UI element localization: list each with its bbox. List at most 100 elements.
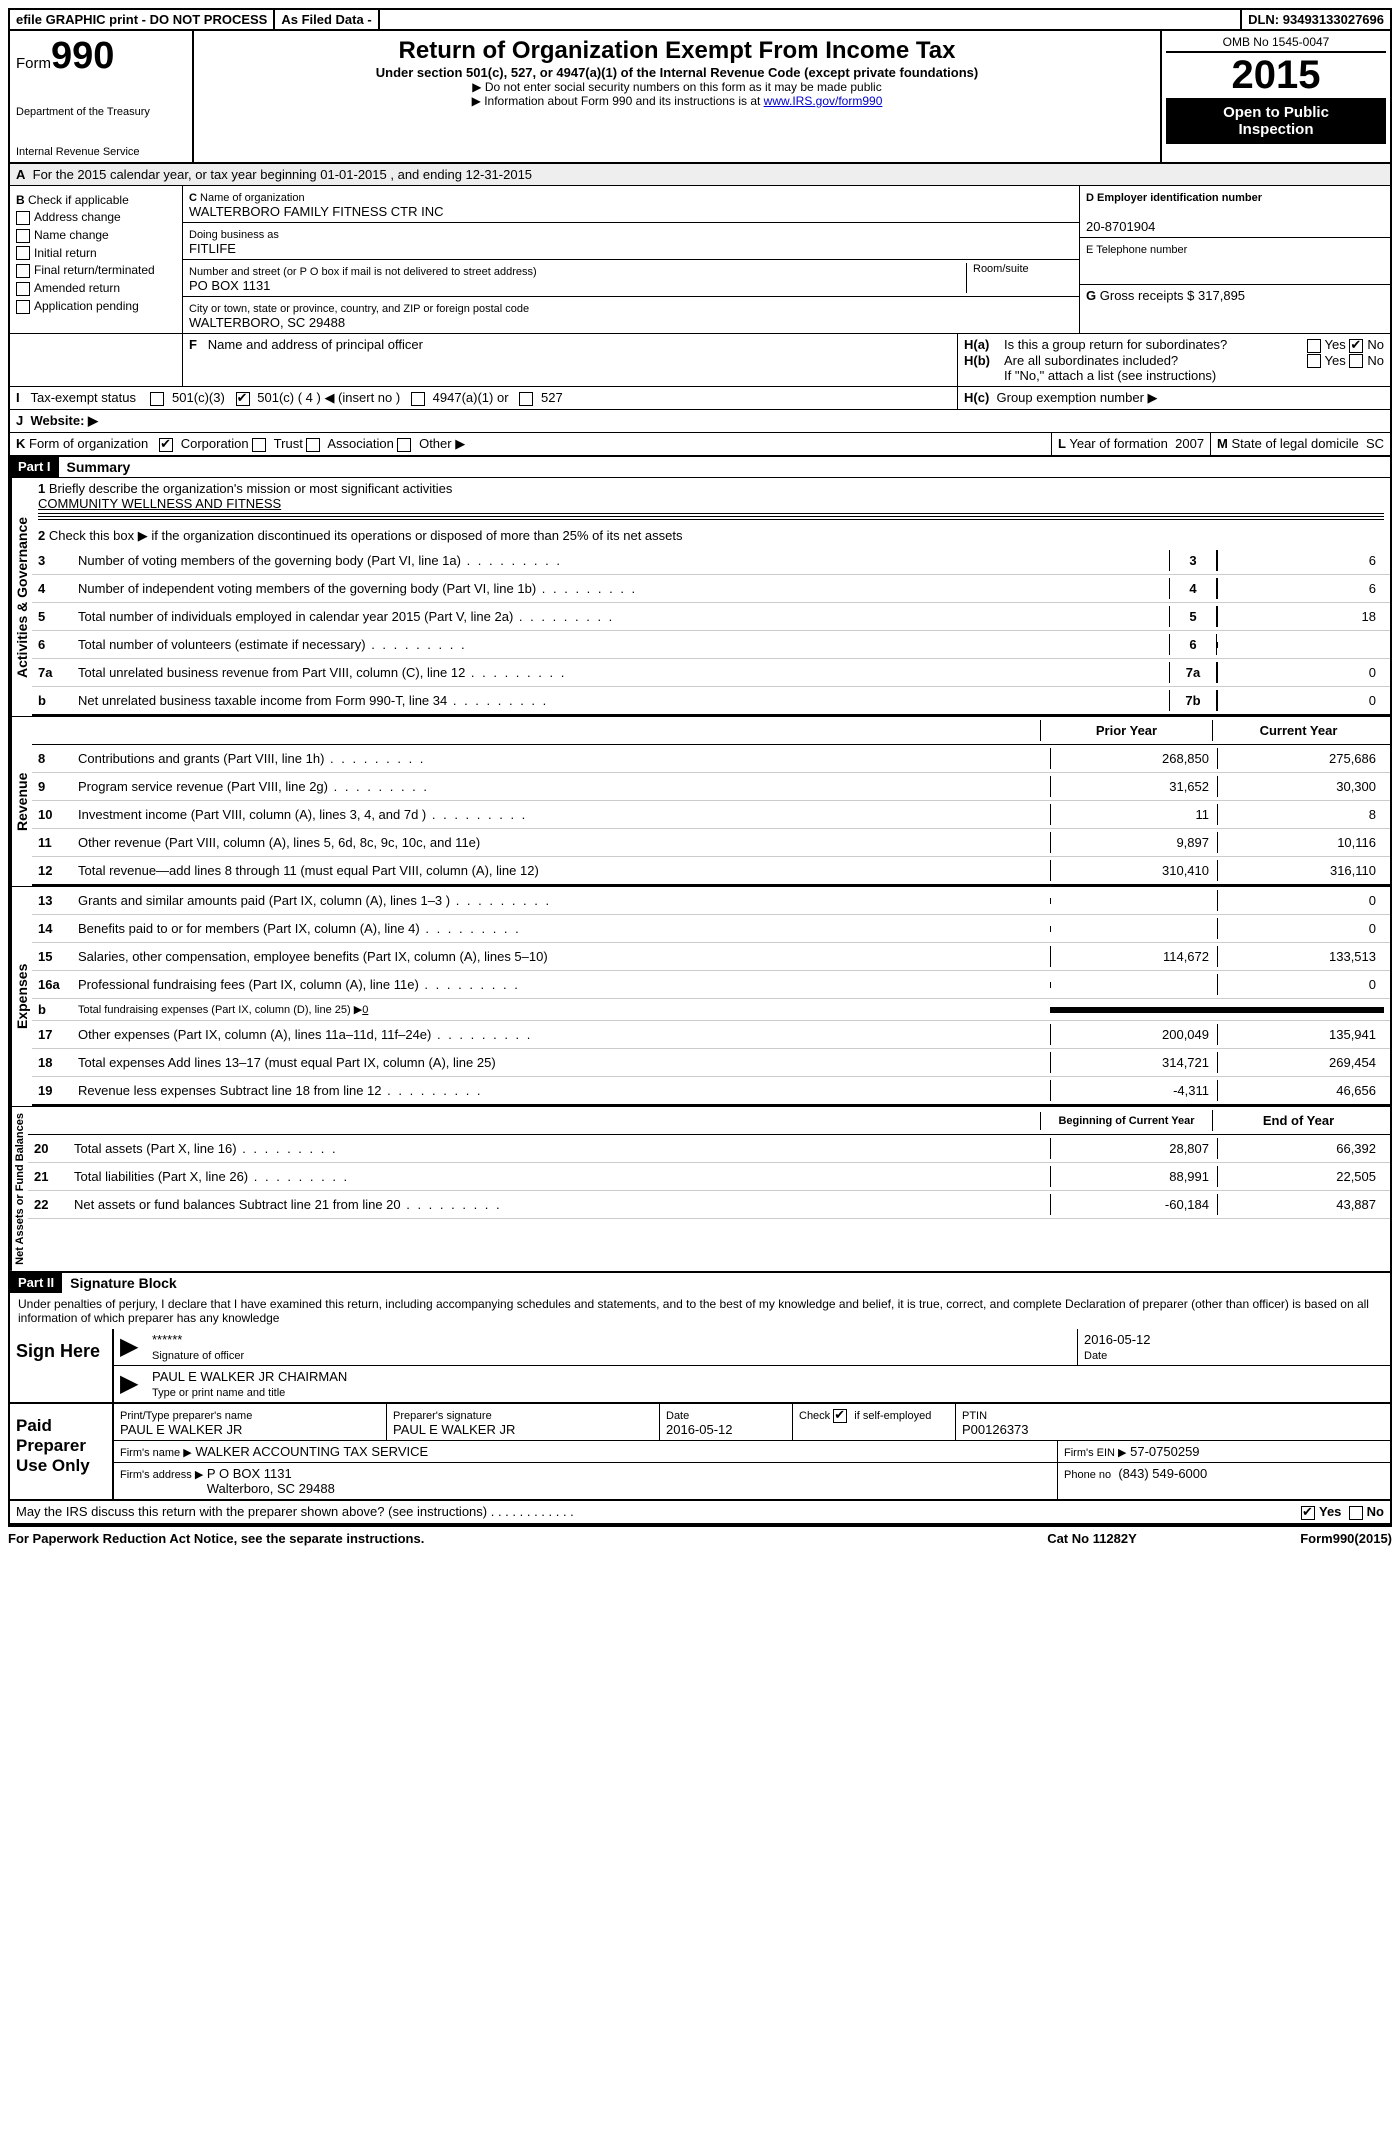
cb-name-change[interactable]: Name change xyxy=(16,228,176,243)
gross-receipts: 317,895 xyxy=(1198,288,1245,303)
cb-527[interactable] xyxy=(519,392,533,406)
sig-stars: ****** xyxy=(152,1332,182,1347)
cb-corporation[interactable] xyxy=(159,438,173,452)
dept-treasury: Department of the Treasury xyxy=(16,106,186,118)
firm-addr2: Walterboro, SC 29488 xyxy=(207,1481,335,1496)
row-21: 21Total liabilities (Part X, line 26)88,… xyxy=(28,1163,1390,1191)
cb-amended-return[interactable]: Amended return xyxy=(16,281,176,296)
cb-4947[interactable] xyxy=(411,392,425,406)
omb-number: OMB No 1545-0047 xyxy=(1166,35,1386,53)
open-to-public: Open to Public Inspection xyxy=(1166,98,1386,144)
cb-other[interactable] xyxy=(397,438,411,452)
row-9: 9Program service revenue (Part VIII, lin… xyxy=(32,773,1390,801)
cb-ha-no[interactable] xyxy=(1349,339,1363,353)
preparer-name: PAUL E WALKER JR xyxy=(120,1422,242,1437)
note-instructions: ▶ Information about Form 990 and its ins… xyxy=(200,94,1154,108)
section-governance: Activities & Governance 1 Briefly descri… xyxy=(8,478,1392,717)
form-title: Return of Organization Exempt From Incom… xyxy=(200,37,1154,65)
preparer-date: 2016-05-12 xyxy=(666,1422,733,1437)
preparer-sig: PAUL E WALKER JR xyxy=(393,1422,515,1437)
org-name: WALTERBORO FAMILY FITNESS CTR INC xyxy=(189,204,444,219)
row-5: 5Total number of individuals employed in… xyxy=(32,603,1390,631)
part2-header: Part II Signature Block xyxy=(8,1273,1392,1293)
cb-501c3[interactable] xyxy=(150,392,164,406)
cb-hb-yes[interactable] xyxy=(1307,354,1321,368)
form-header: Form990 Department of the Treasury Inter… xyxy=(8,31,1392,164)
officer-name: PAUL E WALKER JR CHAIRMAN xyxy=(152,1369,347,1384)
sign-date: 2016-05-12 xyxy=(1084,1332,1151,1347)
header-center: Return of Organization Exempt From Incom… xyxy=(194,31,1162,162)
form-subtitle: Under section 501(c), 527, or 4947(a)(1)… xyxy=(200,65,1154,80)
row-8: 8Contributions and grants (Part VIII, li… xyxy=(32,745,1390,773)
side-label-revenue: Revenue xyxy=(10,717,32,886)
state-domicile: SC xyxy=(1366,436,1384,451)
section-net-assets: Net Assets or Fund Balances Beginning of… xyxy=(8,1107,1392,1273)
row-18: 18Total expenses Add lines 13–17 (must e… xyxy=(32,1049,1390,1077)
top-bar: efile GRAPHIC print - DO NOT PROCESS As … xyxy=(8,8,1392,31)
dba: FITLIFE xyxy=(189,241,236,256)
row-7b: bNet unrelated business taxable income f… xyxy=(32,687,1390,716)
section-deg: D Employer identification number 20-8701… xyxy=(1079,186,1390,333)
firm-name: WALKER ACCOUNTING TAX SERVICE xyxy=(195,1444,428,1459)
perjury-text: Under penalties of perjury, I declare th… xyxy=(8,1293,1392,1329)
footer: For Paperwork Reduction Act Notice, see … xyxy=(8,1525,1392,1546)
cb-application-pending[interactable]: Application pending xyxy=(16,299,176,314)
cb-discuss-no[interactable] xyxy=(1349,1506,1363,1520)
row-16a: 16aProfessional fundraising fees (Part I… xyxy=(32,971,1390,999)
cb-address-change[interactable]: Address change xyxy=(16,210,176,225)
firm-addr1: P O BOX 1131 xyxy=(207,1466,292,1481)
irs-link[interactable]: www.IRS.gov/form990 xyxy=(764,94,883,108)
year-formation: 2007 xyxy=(1175,436,1204,451)
room-suite: Room/suite xyxy=(966,263,1073,293)
side-label-net: Net Assets or Fund Balances xyxy=(10,1107,28,1271)
cb-association[interactable] xyxy=(306,438,320,452)
row-17: 17Other expenses (Part IX, column (A), l… xyxy=(32,1021,1390,1049)
firm-phone: (843) 549-6000 xyxy=(1118,1466,1207,1481)
section-revenue: Revenue Prior YearCurrent Year 8Contribu… xyxy=(8,717,1392,887)
section-f: F Name and address of principal officer xyxy=(183,334,958,386)
header-right: OMB No 1545-0047 2015 Open to Public Ins… xyxy=(1162,31,1390,162)
row-15: 15Salaries, other compensation, employee… xyxy=(32,943,1390,971)
section-expenses: Expenses 13Grants and similar amounts pa… xyxy=(8,887,1392,1107)
city: WALTERBORO, SC 29488 xyxy=(189,315,345,330)
arrow-icon: ▶ xyxy=(114,1329,146,1365)
cb-self-employed[interactable] xyxy=(833,1409,847,1423)
row-22: 22Net assets or fund balances Subtract l… xyxy=(28,1191,1390,1219)
section-h: H(a)Is this a group return for subordina… xyxy=(958,334,1390,386)
cb-initial-return[interactable]: Initial return xyxy=(16,246,176,261)
row-6: 6Total number of volunteers (estimate if… xyxy=(32,631,1390,659)
cb-discuss-yes[interactable] xyxy=(1301,1506,1315,1520)
firm-ein: 57-0750259 xyxy=(1130,1444,1199,1459)
cb-hb-no[interactable] xyxy=(1349,354,1363,368)
row-a: A For the 2015 calendar year, or tax yea… xyxy=(8,164,1392,186)
row-3: 3Number of voting members of the governi… xyxy=(32,547,1390,575)
row-10: 10Investment income (Part VIII, column (… xyxy=(32,801,1390,829)
cb-final-return[interactable]: Final return/terminated xyxy=(16,263,176,278)
paid-preparer-label: Paid Preparer Use Only xyxy=(10,1404,114,1499)
arrow-icon: ▶ xyxy=(114,1366,146,1402)
dept-irs: Internal Revenue Service xyxy=(16,146,186,158)
tax-year-text: For the 2015 calendar year, or tax year … xyxy=(33,167,532,182)
row-14: 14Benefits paid to or for members (Part … xyxy=(32,915,1390,943)
row-j: J Website: ▶ xyxy=(8,410,1392,433)
ptin: P00126373 xyxy=(962,1422,1029,1437)
row-klm: K Form of organization Corporation Trust… xyxy=(8,433,1392,457)
header-left: Form990 Department of the Treasury Inter… xyxy=(10,31,194,162)
part2-label: Part II xyxy=(10,1273,62,1293)
cb-501c[interactable] xyxy=(236,392,250,406)
row-fh: F Name and address of principal officer … xyxy=(8,334,1392,387)
sign-here-block: Sign Here ▶ ****** Signature of officer … xyxy=(8,1329,1392,1404)
efile-notice: efile GRAPHIC print - DO NOT PROCESS xyxy=(10,10,275,29)
tax-year: 2015 xyxy=(1166,53,1386,98)
footer-notice: For Paperwork Reduction Act Notice, see … xyxy=(8,1531,992,1546)
street: PO BOX 1131 xyxy=(189,278,270,293)
cb-trust[interactable] xyxy=(252,438,266,452)
cat-no: Cat No 11282Y xyxy=(992,1531,1192,1546)
discuss-row: May the IRS discuss this return with the… xyxy=(8,1501,1392,1525)
row-20: 20Total assets (Part X, line 16)28,80766… xyxy=(28,1135,1390,1163)
side-label-expenses: Expenses xyxy=(10,887,32,1106)
row-i: I Tax-exempt status 501(c)(3) 501(c) ( 4… xyxy=(8,387,1392,410)
row-net-hdr: Beginning of Current YearEnd of Year xyxy=(28,1107,1390,1135)
cb-ha-yes[interactable] xyxy=(1307,339,1321,353)
row-13: 13Grants and similar amounts paid (Part … xyxy=(32,887,1390,915)
